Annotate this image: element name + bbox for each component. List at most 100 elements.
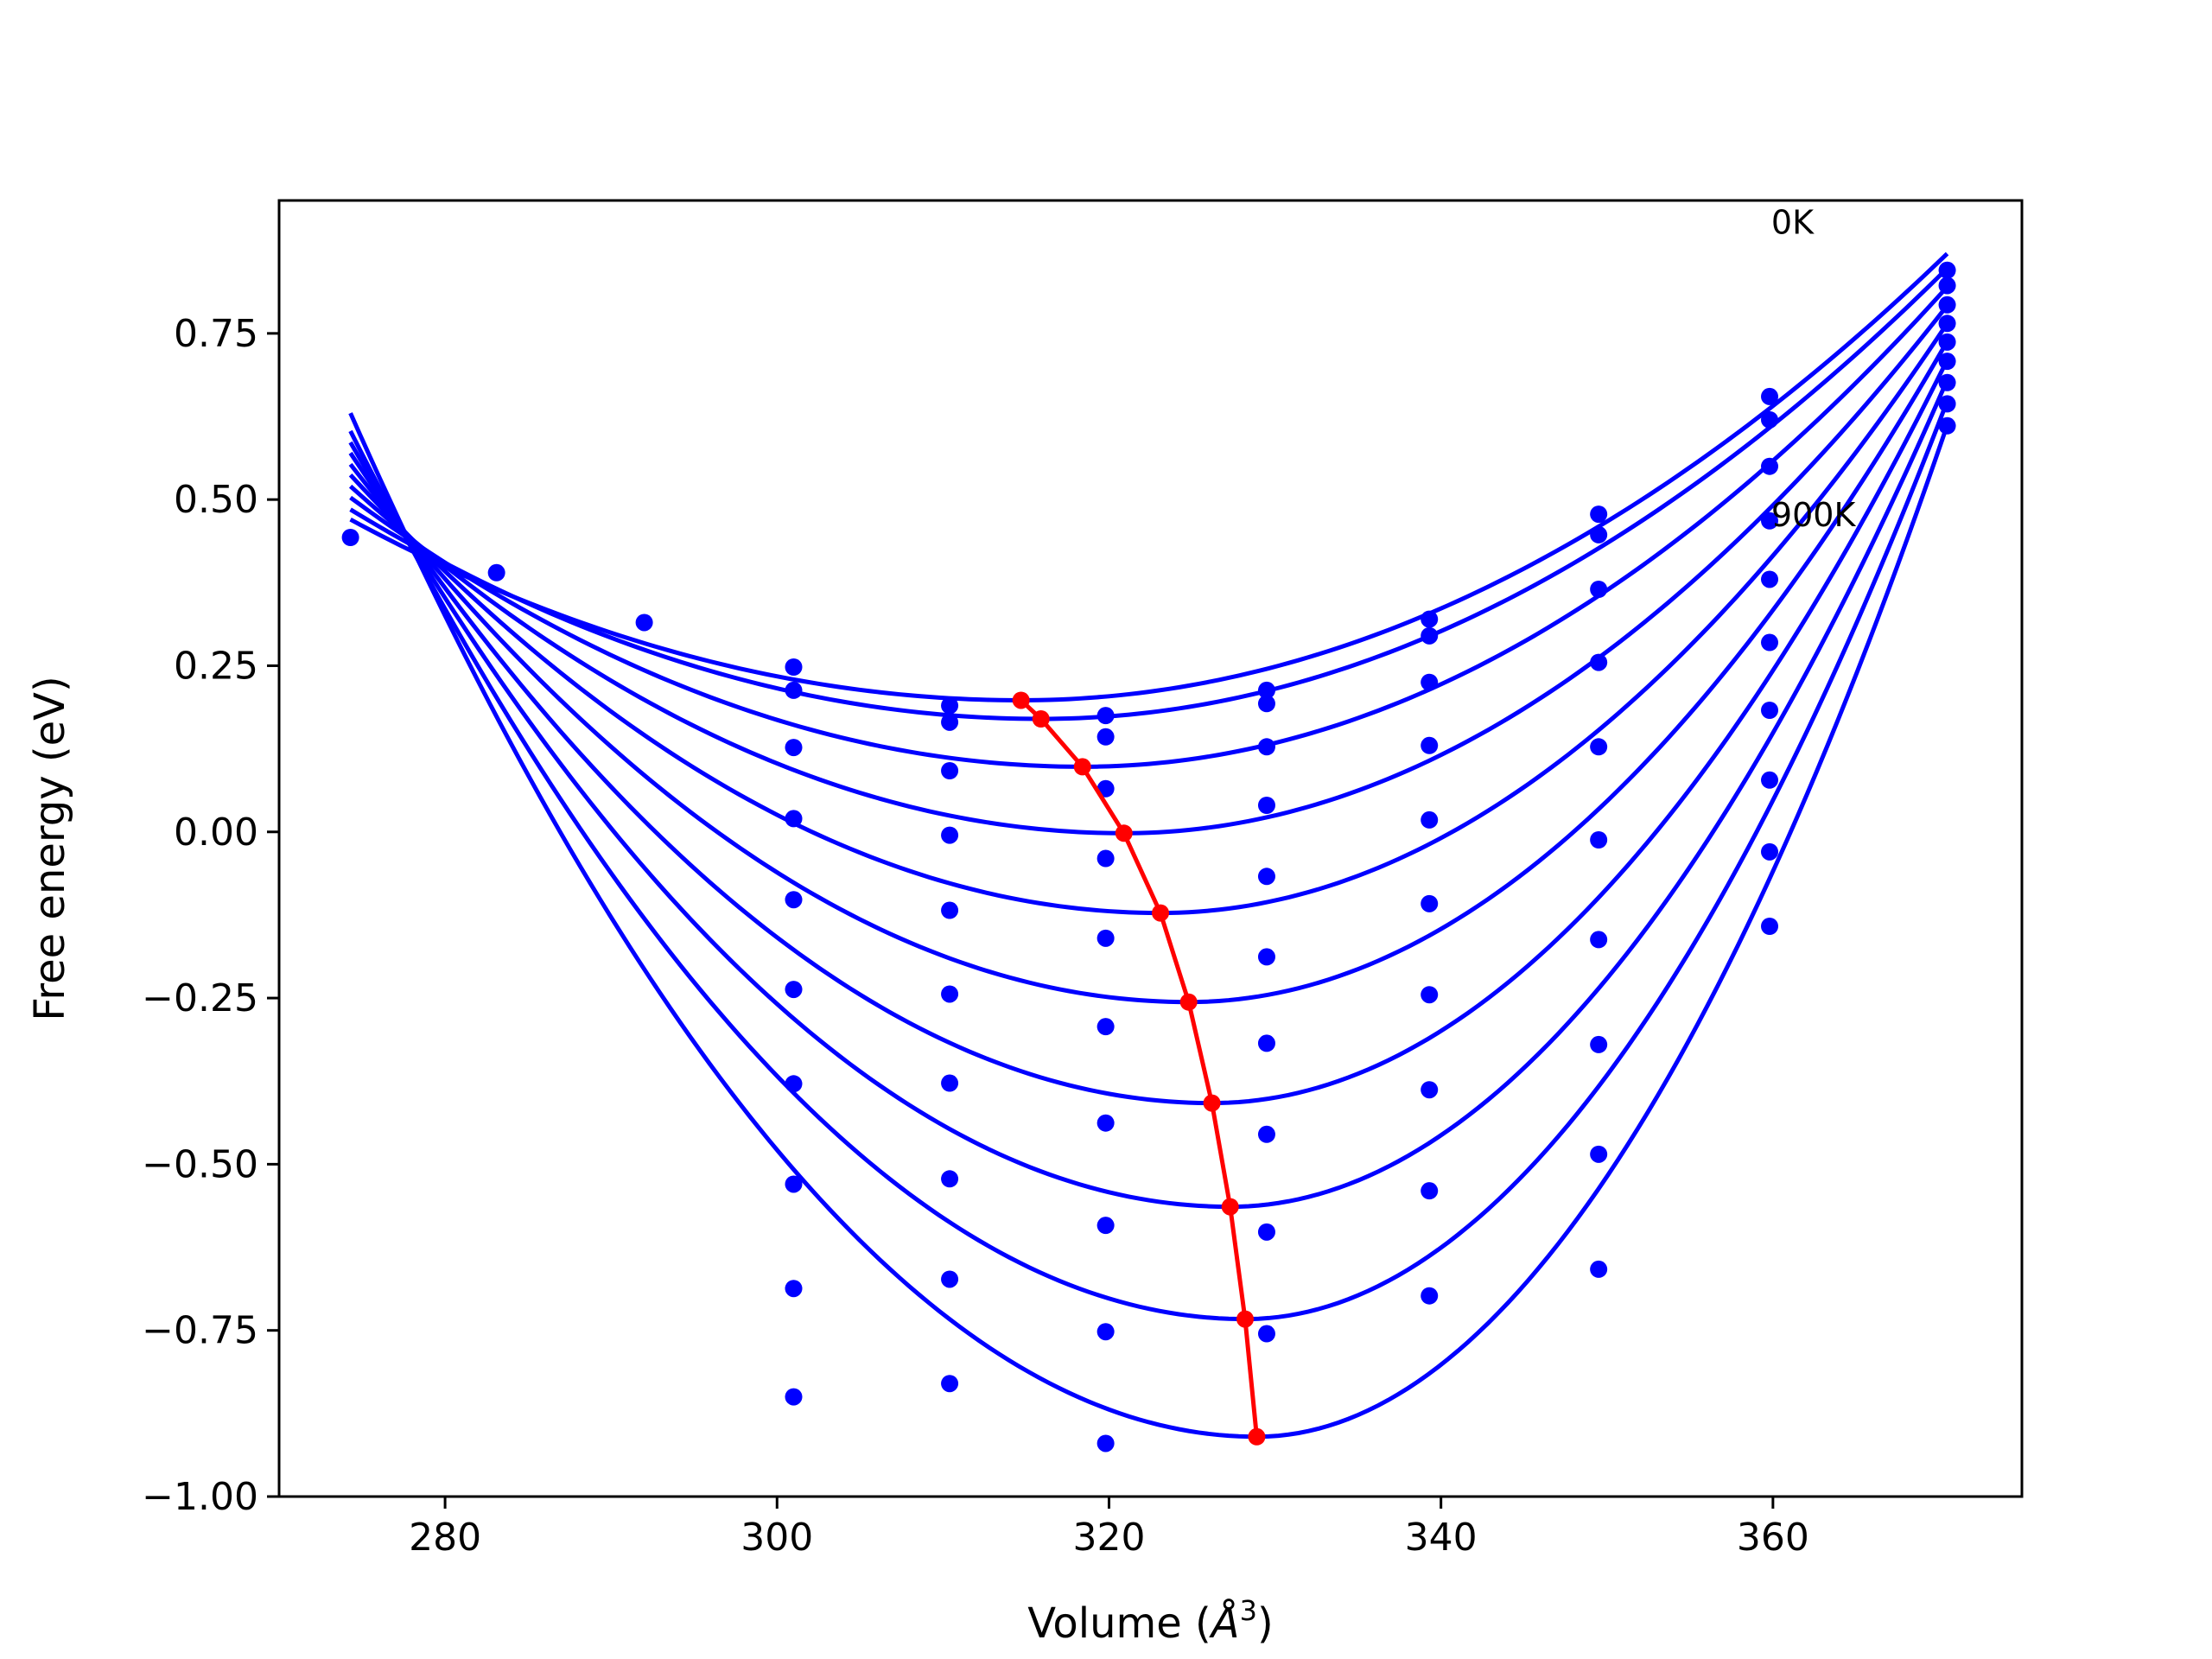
fitted-curve — [348, 340, 1949, 1005]
data-point — [1938, 353, 1956, 371]
scatter-points — [341, 261, 1956, 1452]
data-point — [1421, 673, 1439, 691]
x-axis-label-close: ) — [1257, 1599, 1274, 1648]
data-point — [1421, 810, 1439, 829]
minima-line — [1012, 691, 1266, 1446]
data-point — [1421, 894, 1439, 912]
data-point — [1938, 261, 1956, 279]
data-point — [1257, 1223, 1275, 1241]
data-point — [1761, 702, 1779, 719]
x-axis-label: Volume (Å3) — [1027, 1594, 1273, 1648]
data-point — [1938, 395, 1956, 413]
annotations: 0K 900K — [1771, 203, 1857, 533]
data-point — [785, 1175, 803, 1193]
data-point — [1096, 707, 1115, 725]
data-point — [941, 985, 959, 1003]
data-point — [1590, 581, 1608, 598]
minimum-point — [1012, 691, 1030, 709]
data-point — [1421, 626, 1439, 645]
data-point — [1096, 929, 1115, 947]
data-point — [941, 1270, 959, 1288]
data-point — [785, 739, 803, 757]
data-point — [1761, 771, 1779, 789]
y-tick-label: −1.00 — [142, 1475, 258, 1519]
data-point — [1257, 1034, 1275, 1052]
data-point — [1257, 681, 1275, 699]
data-point — [1590, 653, 1608, 671]
data-point — [1938, 315, 1956, 333]
data-point — [941, 762, 959, 779]
data-point — [1590, 738, 1608, 756]
data-point — [1421, 610, 1439, 628]
data-point — [1938, 416, 1956, 435]
data-point — [785, 1388, 803, 1406]
data-point — [1257, 797, 1275, 814]
data-point — [941, 713, 959, 731]
minimum-point — [1248, 1427, 1266, 1446]
x-tick-label: 300 — [741, 1516, 813, 1560]
data-point — [785, 1280, 803, 1298]
data-point — [1421, 1182, 1439, 1200]
minima-polyline — [1019, 698, 1259, 1438]
data-point — [1938, 296, 1956, 314]
y-tick-label: 0.50 — [174, 478, 258, 522]
x-tick-label: 280 — [409, 1516, 481, 1560]
data-point — [1421, 1081, 1439, 1099]
data-point — [1096, 728, 1115, 746]
data-point — [941, 826, 959, 844]
x-axis-label-symbol: Å — [1209, 1599, 1240, 1648]
data-point — [1257, 948, 1275, 966]
data-point — [1421, 736, 1439, 754]
fitted-curve — [349, 285, 1949, 769]
data-point — [1761, 842, 1779, 861]
data-point — [1590, 1260, 1608, 1278]
x-tick-label: 360 — [1737, 1516, 1809, 1560]
data-point — [1590, 525, 1608, 543]
data-point — [1938, 276, 1956, 295]
y-tick-label: −0.75 — [142, 1309, 258, 1353]
fitted-curves — [348, 251, 1949, 1440]
data-point — [785, 658, 803, 676]
data-point — [1257, 738, 1275, 756]
data-point — [1590, 1145, 1608, 1163]
data-point — [1096, 1323, 1115, 1341]
x-axis-ticks: 280 300 320 340 360 — [409, 1497, 1809, 1560]
x-tick-label: 320 — [1072, 1516, 1145, 1560]
data-point — [1938, 373, 1956, 391]
x-axis-label-superscript: 3 — [1240, 1594, 1257, 1627]
data-point — [941, 1074, 959, 1092]
minimum-point — [1221, 1198, 1239, 1216]
y-tick-label: −0.50 — [142, 1142, 258, 1186]
fitted-curve — [348, 412, 1949, 1440]
axes-frame — [277, 199, 2024, 1498]
data-point — [1761, 387, 1779, 405]
minimum-point — [1152, 904, 1170, 922]
data-point — [1257, 1325, 1275, 1343]
fitted-curve — [348, 400, 1949, 1322]
data-point — [1590, 931, 1608, 949]
data-point — [1938, 333, 1956, 351]
fitted-curve — [349, 251, 1949, 702]
data-point — [941, 901, 959, 919]
data-point — [1761, 512, 1779, 530]
data-point — [1761, 410, 1779, 429]
y-tick-label: −0.25 — [142, 976, 258, 1020]
fitted-curve — [348, 321, 1949, 916]
data-point — [1257, 695, 1275, 713]
data-point — [1590, 831, 1608, 849]
temperature-annotation: 900K — [1771, 496, 1857, 534]
minimum-point — [1073, 758, 1091, 776]
data-point — [941, 1170, 959, 1188]
y-tick-label: 0.75 — [174, 312, 258, 356]
fitted-curve — [348, 303, 1949, 836]
data-point — [1761, 570, 1779, 588]
fitted-curve — [348, 359, 1949, 1106]
data-point — [1096, 849, 1115, 868]
data-point — [1590, 505, 1608, 524]
data-point — [1590, 1035, 1608, 1053]
data-point — [785, 681, 803, 699]
data-point — [1761, 457, 1779, 475]
data-point — [1096, 1018, 1115, 1036]
